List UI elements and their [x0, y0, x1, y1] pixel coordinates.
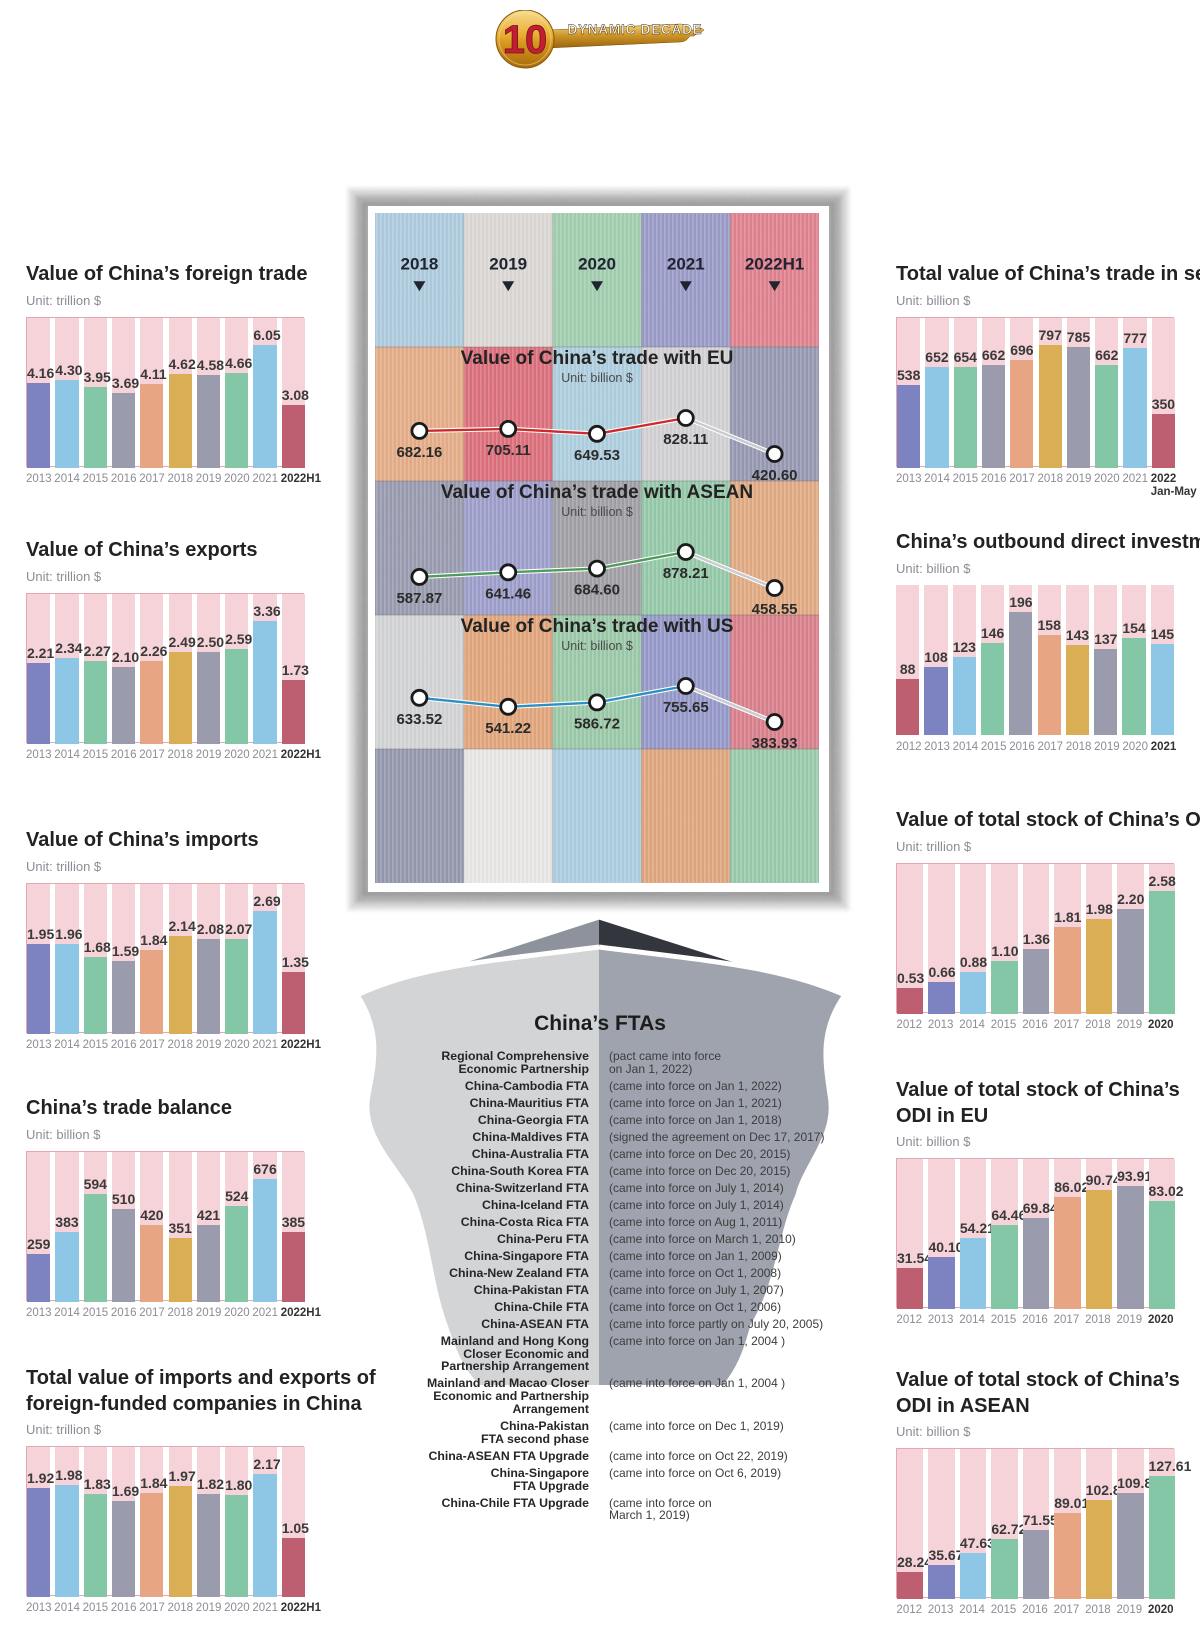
svg-text:383.93: 383.93 [752, 735, 798, 752]
svg-text:Unit: billion $: Unit: billion $ [561, 371, 633, 385]
svg-text:828.11: 828.11 [663, 431, 708, 448]
svg-text:Unit: billion $: Unit: billion $ [561, 505, 633, 519]
svg-text:2018: 2018 [400, 254, 438, 273]
svg-text:Value of China’s trade with EU: Value of China’s trade with EU [461, 348, 734, 369]
svg-text:586.72: 586.72 [574, 715, 620, 732]
svg-text:633.52: 633.52 [396, 711, 442, 728]
svg-text:641.46: 641.46 [485, 585, 531, 602]
svg-text:420.60: 420.60 [752, 467, 798, 484]
svg-text:458.55: 458.55 [752, 601, 798, 618]
svg-text:684.60: 684.60 [574, 582, 620, 599]
svg-text:2020: 2020 [578, 254, 616, 273]
svg-text:2019: 2019 [489, 254, 527, 273]
svg-text:705.11: 705.11 [486, 442, 531, 459]
svg-text:587.87: 587.87 [396, 590, 442, 607]
svg-text:878.21: 878.21 [663, 565, 709, 582]
svg-text:Unit: billion $: Unit: billion $ [561, 639, 633, 653]
svg-text:Value of China’s trade with US: Value of China’s trade with US [461, 616, 734, 637]
svg-text:2021: 2021 [667, 254, 705, 273]
svg-text:649.53: 649.53 [574, 447, 620, 464]
svg-text:Value of China’s trade with AS: Value of China’s trade with ASEAN [441, 482, 753, 503]
svg-text:682.16: 682.16 [396, 444, 442, 461]
svg-text:541.22: 541.22 [485, 720, 531, 737]
svg-text:755.65: 755.65 [663, 699, 709, 716]
svg-text:2022H1: 2022H1 [745, 254, 805, 273]
